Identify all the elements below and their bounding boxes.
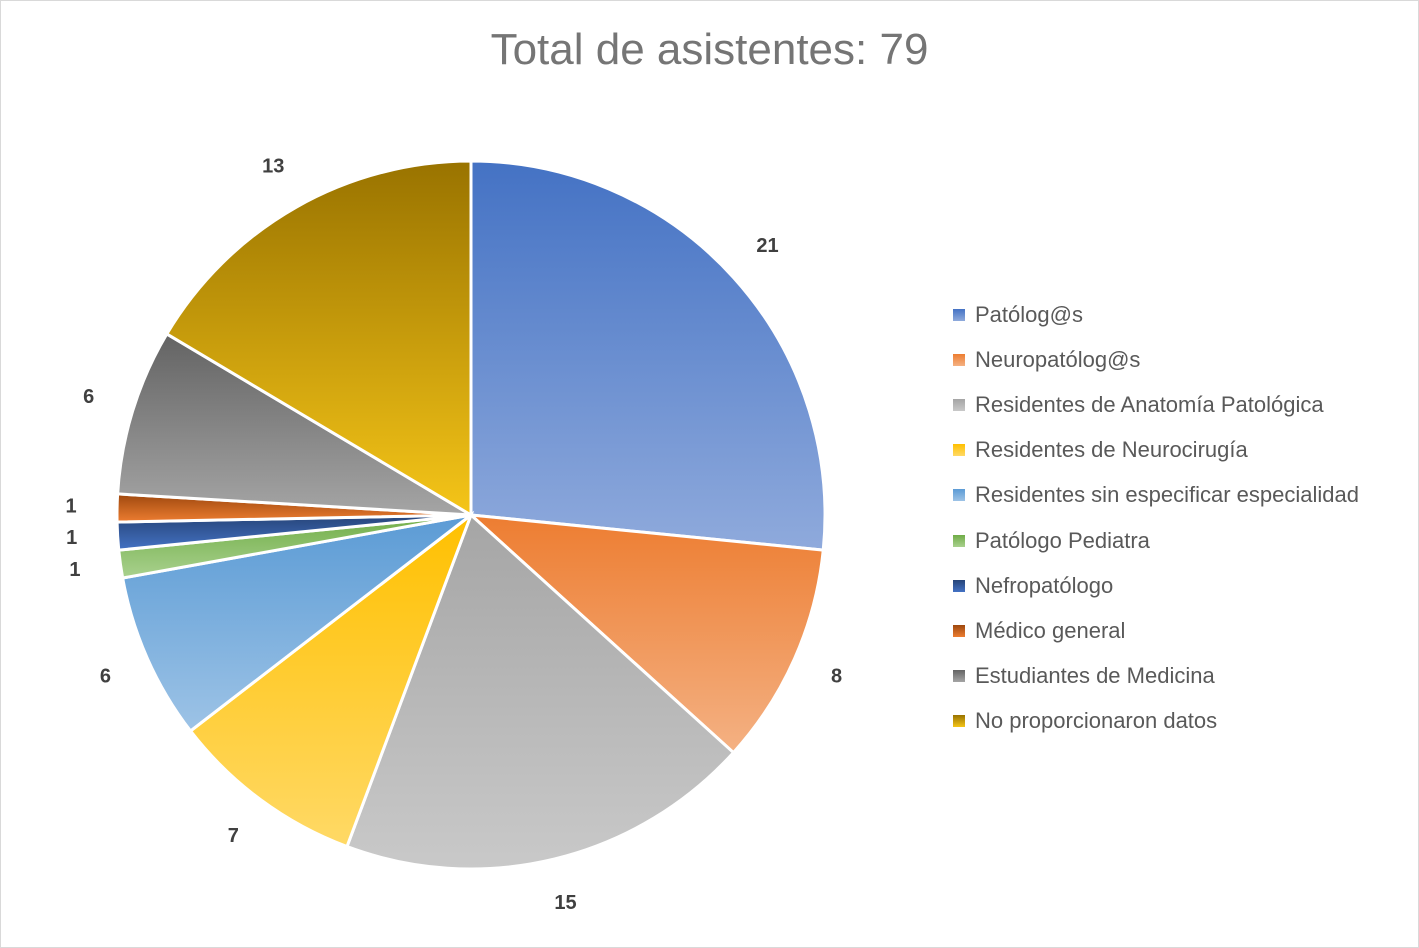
legend: Patólog@s Neuropatólog@s Residentes de Ana… bbox=[953, 292, 1359, 744]
legend-swatch bbox=[953, 670, 965, 683]
legend-item: Patólogo Pediatra bbox=[953, 518, 1359, 563]
legend-swatch bbox=[953, 534, 965, 547]
pie-slice bbox=[469, 159, 827, 552]
legend-item: Residentes sin especificar especialidad bbox=[953, 473, 1359, 518]
data-label: 1 bbox=[66, 527, 77, 549]
data-label: 6 bbox=[100, 665, 111, 687]
legend-item: Residentes de Neurocirugía bbox=[953, 428, 1359, 473]
legend-label: Estudiantes de Medicina bbox=[975, 663, 1215, 689]
legend-label: Nefropatólogo bbox=[975, 572, 1114, 598]
pie-slice bbox=[466, 513, 825, 755]
pie-slice bbox=[164, 159, 473, 518]
legend-label: Residentes sin especificar especialidad bbox=[975, 482, 1359, 508]
legend-swatch bbox=[953, 308, 965, 321]
legend-swatch bbox=[953, 715, 965, 728]
data-label: 6 bbox=[83, 386, 94, 408]
legend-swatch bbox=[953, 579, 965, 592]
data-label: 7 bbox=[228, 825, 239, 847]
legend-item: Neuropatólog@s bbox=[953, 337, 1359, 382]
data-label: 1 bbox=[66, 495, 77, 517]
legend-swatch bbox=[953, 444, 965, 457]
pie-slice bbox=[120, 513, 472, 734]
legend-label: Residentes de Anatomía Patológica bbox=[975, 391, 1324, 417]
data-label: 8 bbox=[831, 665, 842, 687]
legend-label: Residentes de Neurocirugía bbox=[975, 437, 1248, 463]
legend-item: Estudiantes de Medicina bbox=[953, 654, 1359, 699]
data-label: 1 bbox=[69, 559, 80, 581]
data-label: 21 bbox=[756, 235, 778, 257]
legend-item: Médico general bbox=[953, 608, 1359, 653]
data-label: 13 bbox=[262, 156, 284, 178]
legend-swatch bbox=[953, 353, 965, 366]
legend-swatch bbox=[953, 489, 965, 502]
legend-label: Patólogo Pediatra bbox=[975, 527, 1150, 553]
pie-slice bbox=[116, 331, 472, 517]
legend-swatch bbox=[953, 398, 965, 411]
legend-swatch bbox=[953, 624, 965, 637]
legend-label: Patólog@s bbox=[975, 301, 1083, 327]
legend-item: No proporcionaron datos bbox=[953, 699, 1359, 744]
legend-item: Residentes de Anatomía Patológica bbox=[953, 382, 1359, 427]
legend-label: Neuropatólog@s bbox=[975, 346, 1141, 372]
legend-label: Médico general bbox=[975, 617, 1126, 643]
pie-slice bbox=[345, 512, 736, 871]
data-label: 15 bbox=[554, 892, 576, 914]
legend-label: No proporcionaron datos bbox=[975, 708, 1218, 734]
pie-slice bbox=[188, 510, 475, 849]
legend-item: Nefropatólogo bbox=[953, 563, 1359, 608]
legend-item: Patólog@s bbox=[953, 292, 1359, 337]
chart-title: Total de asistentes: 79 bbox=[490, 25, 929, 74]
